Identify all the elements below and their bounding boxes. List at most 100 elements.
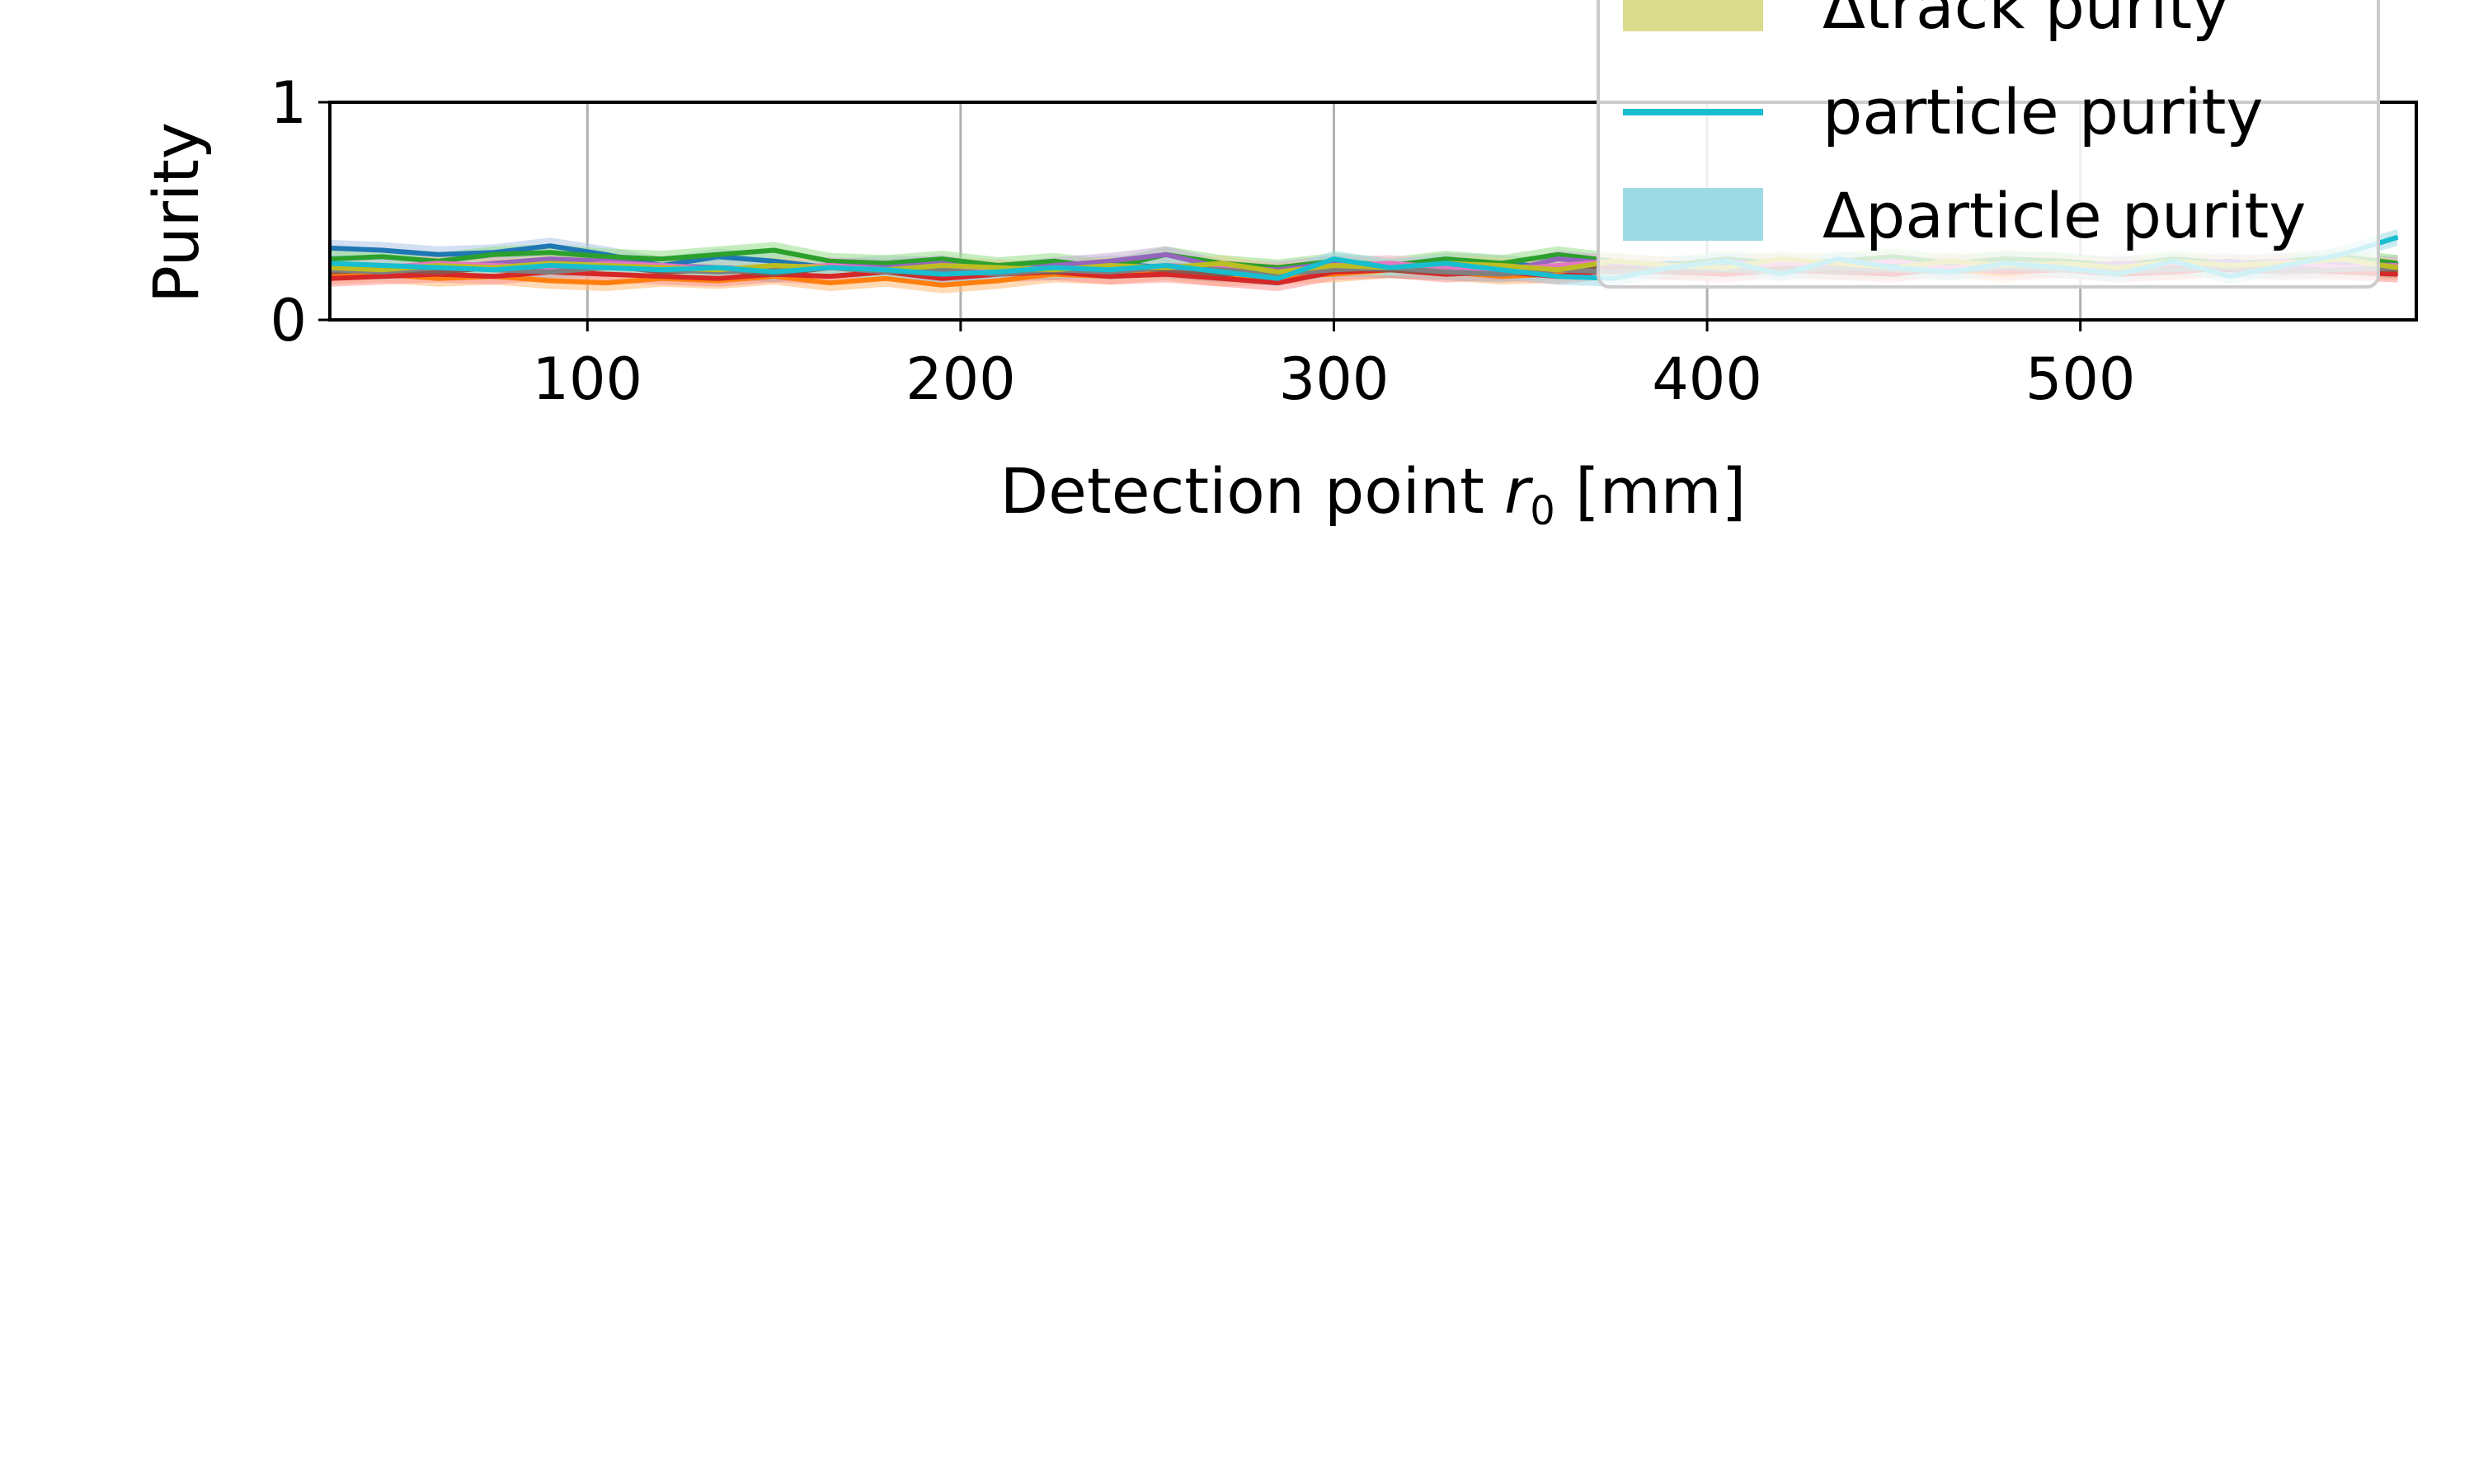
data-point — [437, 253, 440, 256]
data-point — [885, 262, 887, 265]
data-point — [1108, 275, 1111, 278]
x-axis-label-variable: r — [1504, 454, 1534, 528]
data-point — [1221, 277, 1223, 279]
data-point — [1164, 273, 1167, 275]
legend-frame — [1597, 0, 2380, 289]
data-point — [773, 265, 775, 266]
data-point — [549, 258, 551, 261]
data-point — [549, 279, 551, 282]
data-point — [493, 253, 496, 256]
data-point — [1557, 275, 1559, 278]
y-tick-label: 1 — [270, 69, 307, 137]
data-point — [1221, 270, 1223, 273]
data-point — [1389, 262, 1391, 265]
data-point — [885, 277, 887, 279]
data-point — [1333, 258, 1335, 261]
data-point — [717, 266, 719, 269]
data-point — [549, 245, 551, 247]
data-point — [1445, 270, 1447, 273]
x-axis-label-main: Detection point — [1000, 454, 1504, 528]
x-tick-label: 200 — [905, 345, 1016, 413]
data-point — [381, 269, 383, 271]
x-axis-label-subscript: 0 — [1530, 488, 1555, 534]
data-point — [437, 270, 440, 273]
x-tick-label: 400 — [1652, 345, 1762, 413]
data-point — [773, 270, 775, 273]
data-point — [1164, 253, 1167, 256]
data-point — [1557, 265, 1559, 266]
data-point — [829, 275, 831, 278]
data-point — [1108, 269, 1111, 271]
data-point — [381, 256, 383, 258]
data-point — [1389, 266, 1391, 269]
y-axis-label: Purity — [139, 122, 213, 303]
data-point — [1053, 266, 1055, 269]
data-point — [549, 251, 551, 254]
data-point — [941, 269, 943, 271]
legend-patch — [1623, 188, 1763, 241]
data-point — [1501, 269, 1503, 271]
x-tick-label: 300 — [1279, 345, 1390, 413]
data-point — [829, 260, 831, 262]
data-point — [604, 282, 607, 284]
data-point — [717, 277, 719, 279]
x-tick-label: 500 — [2025, 345, 2136, 413]
data-point — [829, 266, 831, 269]
data-point — [2396, 273, 2399, 275]
data-point — [2396, 236, 2399, 238]
data-point — [941, 258, 943, 261]
legend-label: Δparticle purity — [1823, 179, 2306, 252]
data-point — [549, 265, 551, 266]
data-point — [604, 273, 607, 275]
data-point — [885, 269, 887, 271]
x-axis-label: Detection point r0 [mm] — [1000, 454, 1747, 534]
data-point — [1164, 265, 1167, 266]
data-point — [1277, 277, 1279, 279]
data-point — [1501, 273, 1503, 275]
data-point — [493, 269, 496, 271]
data-point — [1557, 269, 1559, 271]
data-point — [997, 266, 999, 269]
data-point — [997, 270, 999, 273]
data-point — [997, 279, 999, 282]
data-point — [381, 265, 383, 266]
data-point — [437, 277, 440, 279]
data-point — [773, 249, 775, 251]
data-point — [1277, 270, 1279, 273]
data-point — [604, 266, 607, 269]
data-point — [1445, 258, 1447, 261]
data-point — [1501, 265, 1503, 266]
data-point — [661, 275, 663, 278]
data-point — [941, 265, 943, 266]
data-point — [381, 275, 383, 278]
data-point — [493, 275, 496, 278]
data-point — [437, 266, 440, 269]
data-point — [661, 269, 663, 271]
data-point — [1445, 262, 1447, 265]
x-tick-label: 100 — [532, 345, 642, 413]
data-point — [1277, 282, 1279, 284]
data-point — [1108, 260, 1111, 262]
data-point — [1557, 258, 1559, 261]
data-point — [1445, 266, 1447, 269]
legend: Δtrack purity particle purity Δparticle pu… — [1597, 0, 2380, 289]
data-point — [661, 258, 663, 261]
x-axis-label-unit: [mm] — [1555, 454, 1747, 528]
data-point — [941, 277, 943, 279]
legend-label: Δtrack purity — [1823, 0, 2229, 43]
data-point — [773, 260, 775, 262]
axis-ticks: 100 200 300 400 500 0 1 — [270, 69, 2135, 413]
data-point — [941, 273, 943, 275]
data-point — [1053, 260, 1055, 262]
legend-label: particle purity — [1823, 75, 2263, 148]
data-point — [2396, 266, 2399, 269]
data-point — [604, 256, 607, 258]
data-point — [717, 253, 719, 256]
data-point — [829, 282, 831, 284]
plot-frame — [328, 101, 2418, 322]
data-point — [549, 270, 551, 273]
data-point — [1221, 262, 1223, 265]
y-tick-label: 0 — [270, 287, 307, 355]
data-point — [1333, 265, 1335, 266]
